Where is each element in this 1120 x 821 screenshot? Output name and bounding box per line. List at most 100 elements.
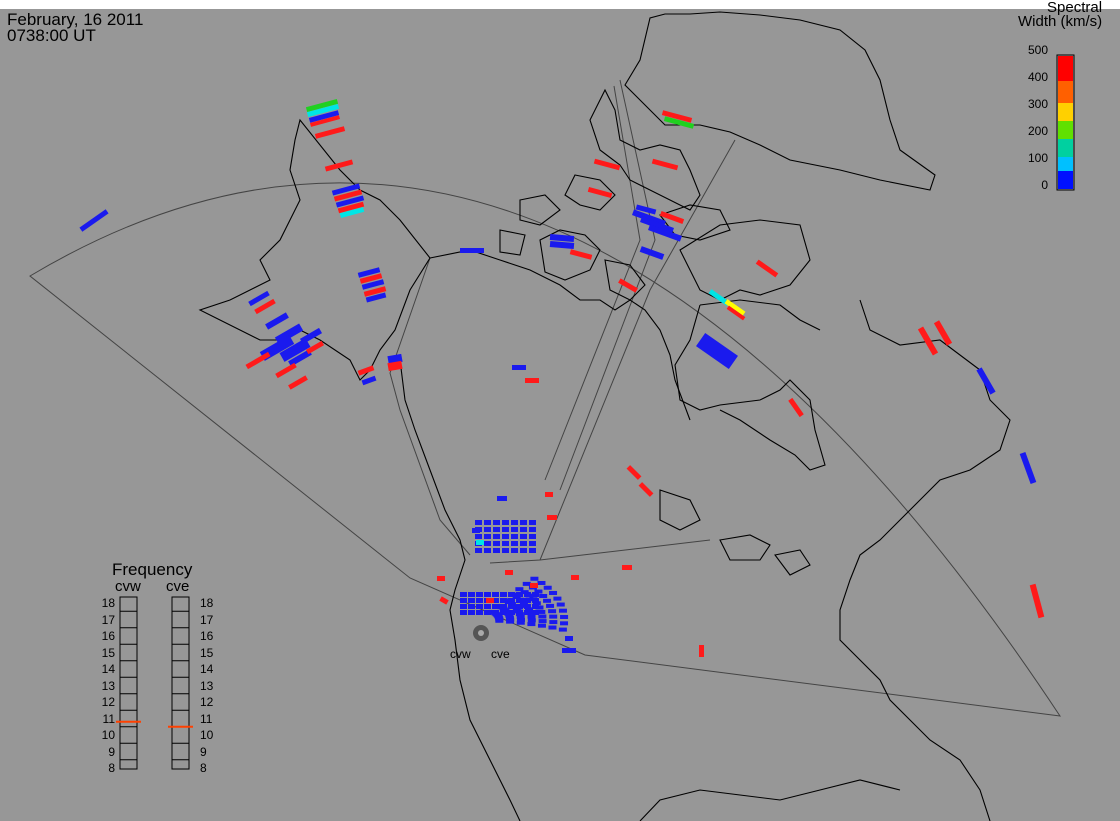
- radar-fov-outline: [29, 79, 1062, 717]
- echo-cell: [299, 327, 323, 345]
- colorbar: [1056, 54, 1075, 191]
- echo-cell: [512, 595, 521, 600]
- echo-cell: [549, 233, 575, 243]
- radar-label-cvw: cvw: [450, 647, 471, 661]
- echo-cell: [475, 548, 482, 553]
- echo-cell: [553, 596, 562, 601]
- echo-cell: [505, 570, 513, 575]
- echo-cell: [516, 598, 523, 603]
- echo-cell: [500, 604, 507, 609]
- echo-cell: [529, 548, 536, 553]
- frequency-label-left: 16: [101, 629, 115, 643]
- echo-cell: [515, 587, 524, 592]
- echo-cell: [484, 520, 491, 525]
- echo-cell: [308, 110, 340, 123]
- echo-cell: [516, 620, 525, 625]
- echo-cell: [520, 548, 527, 553]
- echo-cell: [484, 610, 491, 615]
- echo-cell: [511, 548, 518, 553]
- echo-cell: [468, 592, 475, 597]
- frequency-label-left: 13: [101, 678, 115, 693]
- echo-cell: [635, 204, 657, 215]
- echo-cell: [532, 604, 539, 609]
- echo-cell: [543, 598, 552, 603]
- echo-cell: [365, 292, 387, 303]
- echo-cell: [639, 216, 675, 234]
- echo-cell: [524, 592, 531, 597]
- echo-cell: [460, 598, 467, 603]
- echo-cell: [519, 600, 528, 605]
- echo-cell: [437, 576, 445, 581]
- echo-cell: [537, 609, 546, 614]
- echo-cell: [527, 614, 536, 619]
- echo-cell: [546, 603, 555, 608]
- echo-cell: [626, 465, 642, 480]
- echo-cell: [500, 610, 507, 615]
- echo-cell: [558, 608, 567, 613]
- echo-cell: [524, 607, 533, 612]
- echo-cell: [484, 534, 491, 539]
- frequency-label-left: 10: [101, 728, 115, 742]
- echo-cell: [520, 527, 527, 532]
- echo-cell: [622, 565, 632, 570]
- echo-cell: [520, 541, 527, 546]
- echo-cell: [339, 206, 365, 219]
- echo-cell: [460, 248, 484, 253]
- echo-cell: [618, 278, 638, 293]
- echo-cell: [545, 492, 553, 497]
- map-date: February, 16 2011: [7, 10, 144, 29]
- echo-cell: [493, 541, 500, 546]
- frequency-label-right: 18: [200, 596, 214, 610]
- echo-cell: [639, 246, 665, 260]
- echo-cell: [512, 365, 526, 370]
- echo-cell: [324, 159, 354, 172]
- echo-cell: [333, 189, 363, 202]
- echo-cell: [476, 610, 483, 615]
- echo-cell: [661, 110, 693, 123]
- echo-cell: [357, 267, 381, 278]
- echo-cell: [305, 98, 339, 113]
- echo-cell: [529, 520, 536, 525]
- echo-cell: [558, 627, 567, 632]
- echo-cell: [484, 527, 491, 532]
- frequency-label-right: 9: [200, 744, 207, 759]
- echo-cell: [527, 622, 536, 627]
- echo-cell: [524, 598, 531, 603]
- echo-cell: [917, 326, 939, 356]
- frequency-label-right: 14: [200, 662, 214, 676]
- frequency-label-right: 15: [200, 645, 214, 660]
- echo-cell: [532, 598, 539, 603]
- echo-cell: [516, 617, 525, 622]
- echo-cell: [532, 592, 539, 597]
- echo-cell: [571, 575, 579, 580]
- echo-cell: [535, 605, 544, 610]
- echo-cell: [933, 320, 953, 346]
- frequency-bars: [116, 596, 193, 770]
- frequency-label-right: 11: [200, 711, 213, 726]
- echo-cell: [337, 201, 365, 214]
- echo-cell: [439, 596, 449, 605]
- echo-cell: [493, 527, 500, 532]
- echo-cell: [254, 298, 276, 315]
- echo-cell: [460, 604, 467, 609]
- frequency-label-right: 17: [200, 612, 214, 627]
- top-strip: [0, 0, 1120, 9]
- echo-cell: [569, 249, 593, 260]
- echo-cell: [361, 279, 385, 290]
- echo-cell: [305, 340, 325, 355]
- echo-cell: [520, 520, 527, 525]
- echo-cell: [755, 259, 779, 278]
- echo-cell: [565, 636, 573, 641]
- echo-cell: [556, 602, 565, 607]
- echo-cell: [511, 520, 518, 525]
- echo-cell: [468, 604, 475, 609]
- echo-cell: [547, 515, 557, 520]
- echo-cell: [500, 598, 507, 603]
- frequency-label-right: 16: [200, 629, 214, 643]
- echo-cell: [529, 534, 536, 539]
- echo-cell: [638, 482, 654, 497]
- echo-cell: [363, 286, 387, 297]
- echo-cell: [484, 541, 491, 546]
- echo-cell: [484, 548, 491, 553]
- echo-cell: [529, 541, 536, 546]
